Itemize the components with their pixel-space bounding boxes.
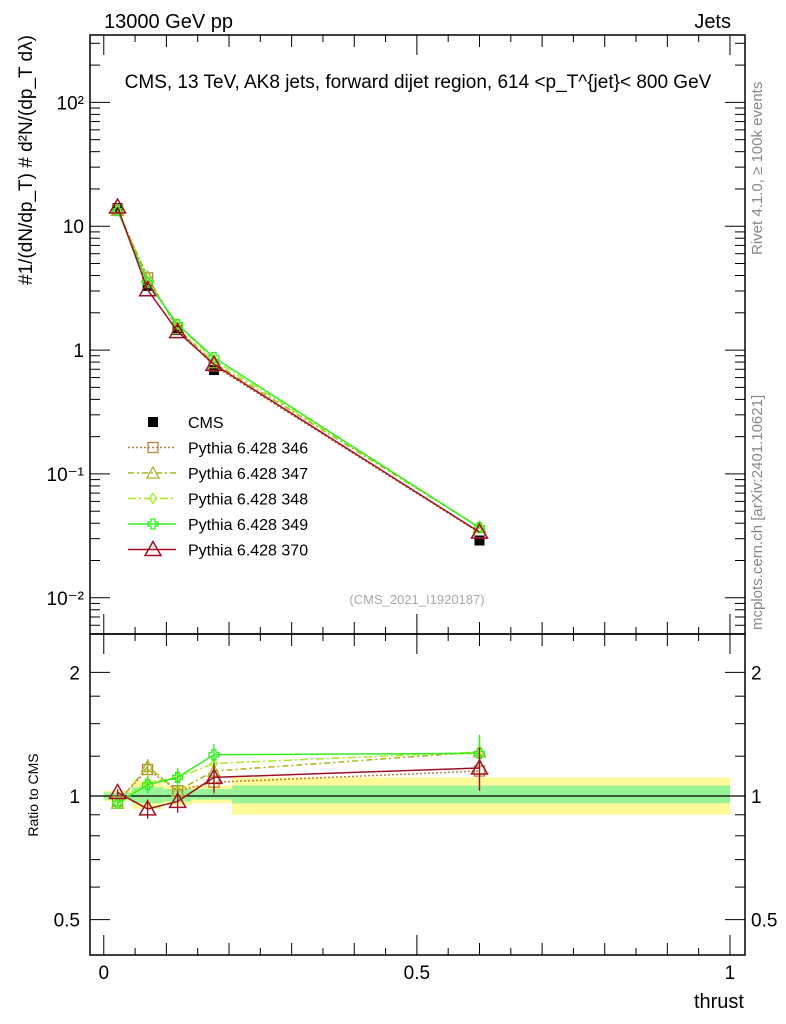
rivet-label: Rivet 4.1.0, ≥ 100k events <box>749 82 766 255</box>
legend-label: Pythia 6.428 347 <box>188 466 308 483</box>
x-tick-label: 0 <box>98 963 109 984</box>
legend-label: Pythia 6.428 348 <box>188 492 308 509</box>
header-left: 13000 GeV pp <box>104 11 233 33</box>
ratio-point <box>111 797 124 809</box>
legend-label: CMS <box>188 415 224 432</box>
legend-marker <box>148 492 158 505</box>
data-point <box>168 322 187 339</box>
data-point <box>108 197 127 214</box>
series-line <box>116 206 480 533</box>
legend-label: Pythia 6.428 346 <box>188 441 308 458</box>
legend-marker <box>145 465 161 479</box>
ratio-y-label: Ratio to CMS <box>25 753 41 836</box>
x-tick-label: 1 <box>725 963 736 984</box>
ratio-y-tick-label: 0.5 <box>54 911 80 932</box>
y-tick-label: 10 <box>63 217 84 238</box>
legend-label: Pythia 6.428 349 <box>188 517 308 534</box>
ratio-y-tick-label-right: 2 <box>751 663 762 684</box>
data-point <box>474 535 485 546</box>
y-tick-label: 1 <box>73 341 84 362</box>
ratio-point <box>140 759 155 773</box>
data-point <box>172 318 184 331</box>
x-axis-label: thrust <box>694 991 744 1013</box>
ratio-band-green <box>191 788 233 800</box>
series-line <box>116 209 480 534</box>
legend-marker <box>148 417 158 427</box>
legend-label: Pythia 6.428 370 <box>188 543 308 560</box>
y-tick-label: 10² <box>57 93 84 114</box>
y-tick-label: 10⁻² <box>47 589 85 610</box>
ratio-point <box>208 749 220 761</box>
legend-marker <box>147 441 159 454</box>
x-tick-label: 0.5 <box>404 963 430 984</box>
ratio-point <box>141 779 154 791</box>
ratio-point <box>204 767 224 785</box>
mcplots-label: mcplots.cern.ch [arXiv:2401.10621] <box>749 395 766 630</box>
data-point <box>138 280 157 297</box>
ratio-point <box>108 782 127 800</box>
plot-title: CMS, 13 TeV, AK8 jets, forward dijet reg… <box>125 72 712 93</box>
data-point <box>204 354 224 372</box>
ratio-frame <box>89 633 746 956</box>
data-point <box>208 351 220 364</box>
y-tick-label: 10⁻¹ <box>47 465 85 486</box>
legend-marker <box>143 539 163 557</box>
ratio-point <box>470 758 489 775</box>
y-axis-label: #1/(dN/dp_T) # d²N/(dp_T dλ) <box>16 35 37 285</box>
data-point <box>141 276 154 289</box>
ratio-y-tick-label-right: 1 <box>751 787 762 808</box>
header-right: Jets <box>694 11 731 33</box>
data-point <box>470 522 489 539</box>
ratio-point <box>172 771 184 784</box>
watermark: (CMS_2021_I1920187) <box>349 592 484 607</box>
ratio-point <box>168 791 187 809</box>
legend-marker <box>147 518 159 530</box>
ratio-y-tick-label: 2 <box>69 663 80 684</box>
ratio-band-green <box>232 785 730 804</box>
ratio-point <box>138 799 157 816</box>
ratio-y-tick-label: 1 <box>69 787 80 808</box>
ratio-y-tick-label-right: 0.5 <box>751 911 777 932</box>
ratio-band-green <box>131 787 164 804</box>
ratio-point <box>473 747 486 760</box>
data-point <box>473 522 486 534</box>
